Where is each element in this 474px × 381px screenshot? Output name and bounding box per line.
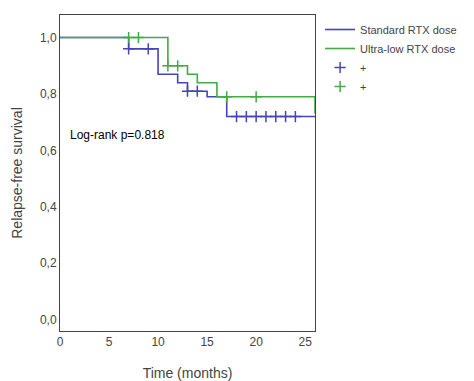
svg-text:1,0: 1,0: [40, 31, 57, 45]
svg-text:Relapse-free survival: Relapse-free survival: [9, 107, 25, 239]
svg-text:0,8: 0,8: [40, 87, 57, 101]
svg-text:20: 20: [249, 335, 263, 349]
svg-text:+: +: [360, 62, 366, 74]
svg-text:Standard RTX dose: Standard RTX dose: [360, 24, 456, 36]
svg-text:0,2: 0,2: [40, 256, 57, 270]
svg-text:Ultra-low RTX dose: Ultra-low RTX dose: [360, 43, 455, 55]
svg-text:Log-rank p=0.818: Log-rank p=0.818: [70, 128, 165, 142]
svg-text:0: 0: [57, 335, 64, 349]
svg-text:0,0: 0,0: [40, 313, 57, 327]
svg-text:15: 15: [200, 335, 214, 349]
svg-text:10: 10: [151, 335, 165, 349]
svg-text:Time (months): Time (months): [143, 365, 233, 381]
svg-text:+: +: [360, 81, 366, 93]
svg-text:0,6: 0,6: [40, 144, 57, 158]
svg-text:5: 5: [106, 335, 113, 349]
svg-text:0,4: 0,4: [40, 200, 57, 214]
svg-text:25: 25: [299, 335, 313, 349]
